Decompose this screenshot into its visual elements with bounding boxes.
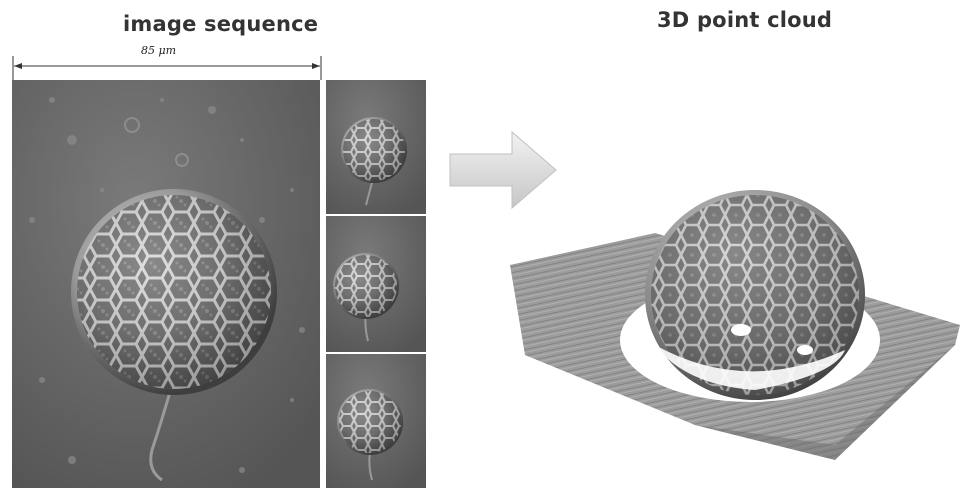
sequence-thumbnail-1: [326, 80, 426, 214]
point-cloud-title: 3D point cloud: [657, 8, 832, 32]
sequence-thumbnail-3: [326, 354, 426, 488]
point-cloud-render: [505, 145, 965, 465]
scale-label: 85 μm: [141, 44, 176, 57]
image-sequence-title: image sequence: [123, 12, 318, 36]
main-sem-image: [12, 80, 320, 488]
sequence-thumbnail-2: [326, 216, 426, 352]
